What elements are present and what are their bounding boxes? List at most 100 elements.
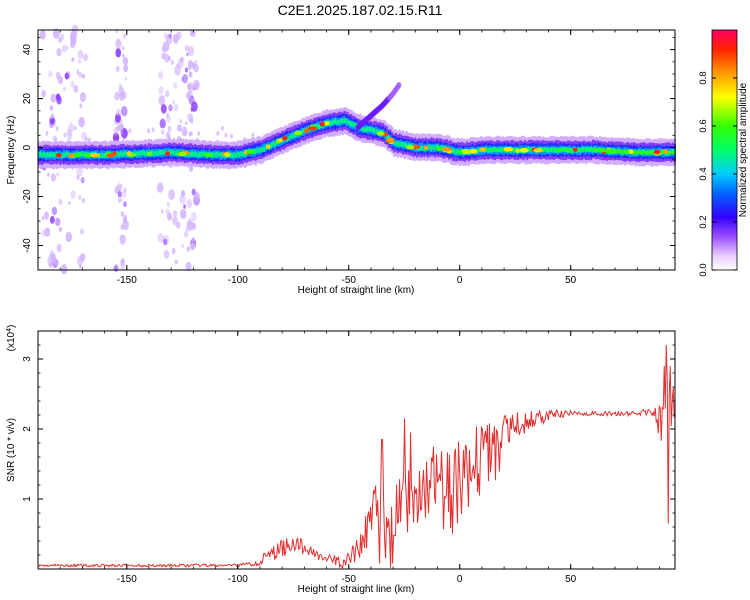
ridge-core xyxy=(627,150,630,154)
noise-blob xyxy=(177,124,182,132)
ridge-cell xyxy=(361,125,364,131)
x-tick-label: -100 xyxy=(228,275,248,286)
ridge-cell xyxy=(45,153,48,159)
noise-blob xyxy=(164,89,170,98)
ridge-core xyxy=(544,148,547,152)
ridge-core xyxy=(584,148,588,152)
noise-blob xyxy=(77,256,84,266)
noise-blob xyxy=(117,198,121,203)
x-tick-label: 50 xyxy=(565,574,577,585)
noise-blob xyxy=(83,53,88,62)
ridge-cell xyxy=(119,150,122,156)
noise-blob xyxy=(185,261,192,272)
ridge-hotspot xyxy=(468,149,478,154)
noise-blob xyxy=(176,62,180,68)
ridge-hotspot xyxy=(177,151,187,157)
noise-blob xyxy=(167,135,171,141)
noise-blob xyxy=(128,128,132,134)
noise-blob xyxy=(115,48,122,58)
ridge-cell xyxy=(169,149,172,155)
ridge-hotspot xyxy=(106,153,115,158)
noise-blob xyxy=(73,125,77,131)
ridge-cell xyxy=(197,152,200,158)
ridge-hotspot xyxy=(324,121,330,126)
noise-blob xyxy=(186,91,191,100)
ridge-cell xyxy=(231,153,234,159)
ridge-cell xyxy=(370,126,373,132)
ridge-core xyxy=(588,148,591,152)
ridge-core xyxy=(485,148,488,152)
noise-blob xyxy=(120,105,128,117)
ridge-cell xyxy=(158,149,161,155)
noise-blob xyxy=(49,105,54,111)
ridge-hotspot xyxy=(246,149,255,154)
noise-blob xyxy=(60,264,68,275)
ridge-cell xyxy=(100,152,103,158)
colorbar-tick-label: 0.0 xyxy=(698,263,709,276)
ridge-cell xyxy=(329,120,332,126)
ridge-cell xyxy=(400,141,403,147)
ridge-cell xyxy=(256,148,259,153)
noise-blob xyxy=(185,227,189,233)
noise-blob xyxy=(43,211,49,220)
ridge-hotspot xyxy=(55,152,62,158)
ridge-hotspot xyxy=(423,145,429,150)
noise-blob xyxy=(114,91,120,101)
noise-blob xyxy=(189,117,193,123)
ridge-cell xyxy=(352,122,355,127)
colorbar-label: Normalized spectral amplitude xyxy=(738,82,749,217)
ridge-core xyxy=(638,150,641,155)
noise-blob xyxy=(55,126,59,132)
ridge-hotspot xyxy=(461,149,471,154)
ridge-cell xyxy=(41,152,44,158)
ridge-hotspot xyxy=(165,151,170,156)
ridge-core xyxy=(577,148,580,152)
ridge-core xyxy=(512,148,515,152)
ridge-cell xyxy=(419,146,422,151)
noise-blob xyxy=(171,216,178,226)
x-tick-label: -150 xyxy=(117,574,137,585)
ridge-cell xyxy=(453,148,456,154)
ridge-cell xyxy=(176,150,179,156)
noise-blob xyxy=(156,182,164,193)
ridge-core xyxy=(492,148,495,152)
ridge-cell xyxy=(291,133,295,139)
ridge-core xyxy=(487,148,490,152)
noise-blob xyxy=(216,130,220,136)
noise-blob xyxy=(63,86,66,92)
noise-blob xyxy=(122,56,129,66)
noise-blob xyxy=(61,44,68,53)
ridge-cell xyxy=(174,150,177,156)
noise-blob xyxy=(78,59,81,64)
x-tick-label: -100 xyxy=(228,574,248,585)
noise-blob xyxy=(161,129,165,135)
ridge-core xyxy=(478,148,481,153)
noise-blob xyxy=(173,82,178,89)
noise-blob xyxy=(190,242,196,251)
noise-blob xyxy=(180,56,184,62)
ridge-core xyxy=(497,148,501,152)
spectrogram-frame xyxy=(37,29,676,271)
noise-blob xyxy=(84,136,88,142)
noise-blob xyxy=(186,52,189,57)
snr-y-ticks: 1 2 3 xyxy=(22,344,675,556)
ridge-cell xyxy=(254,148,257,154)
snr-series-line xyxy=(37,344,675,570)
ridge-core xyxy=(581,148,584,152)
noise-blob xyxy=(168,189,175,200)
noise-blob xyxy=(224,132,228,138)
ridge-hotspot xyxy=(126,151,132,156)
noise-blob xyxy=(163,249,170,259)
noise-blob xyxy=(118,83,123,90)
ridge-cell xyxy=(164,149,167,155)
ridge-core xyxy=(668,150,671,155)
ridge-cell xyxy=(235,152,238,158)
ridge-cell xyxy=(52,152,55,157)
noise-blob xyxy=(55,217,61,227)
noise-blob xyxy=(158,85,164,95)
ridge-cell xyxy=(171,149,174,155)
noise-blob xyxy=(184,67,189,73)
spectrogram-x-label: Height of straight line (km) xyxy=(298,285,415,296)
noise-blob xyxy=(113,127,119,136)
